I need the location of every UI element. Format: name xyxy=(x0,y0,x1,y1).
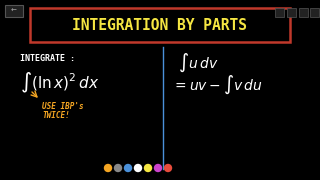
FancyBboxPatch shape xyxy=(30,8,290,42)
Text: $\int(\ln x)^{2}\,dx$: $\int(\ln x)^{2}\,dx$ xyxy=(20,71,99,95)
Text: $\int u\,dv$: $\int u\,dv$ xyxy=(178,52,219,74)
Text: TWICE!: TWICE! xyxy=(42,111,70,120)
Circle shape xyxy=(134,165,141,172)
Circle shape xyxy=(155,165,162,172)
FancyBboxPatch shape xyxy=(299,8,308,17)
Circle shape xyxy=(124,165,132,172)
Text: INTEGRATION BY PARTS: INTEGRATION BY PARTS xyxy=(73,17,247,33)
Text: USE IBP's: USE IBP's xyxy=(42,102,84,111)
FancyBboxPatch shape xyxy=(5,5,23,17)
Circle shape xyxy=(115,165,122,172)
Circle shape xyxy=(105,165,111,172)
Text: $= uv - \int v\,du$: $= uv - \int v\,du$ xyxy=(172,74,263,96)
Text: INTEGRATE :: INTEGRATE : xyxy=(20,53,75,62)
FancyBboxPatch shape xyxy=(287,8,296,17)
Circle shape xyxy=(164,165,172,172)
FancyBboxPatch shape xyxy=(275,8,284,17)
Circle shape xyxy=(145,165,151,172)
FancyBboxPatch shape xyxy=(310,8,319,17)
Text: ←: ← xyxy=(11,8,17,14)
